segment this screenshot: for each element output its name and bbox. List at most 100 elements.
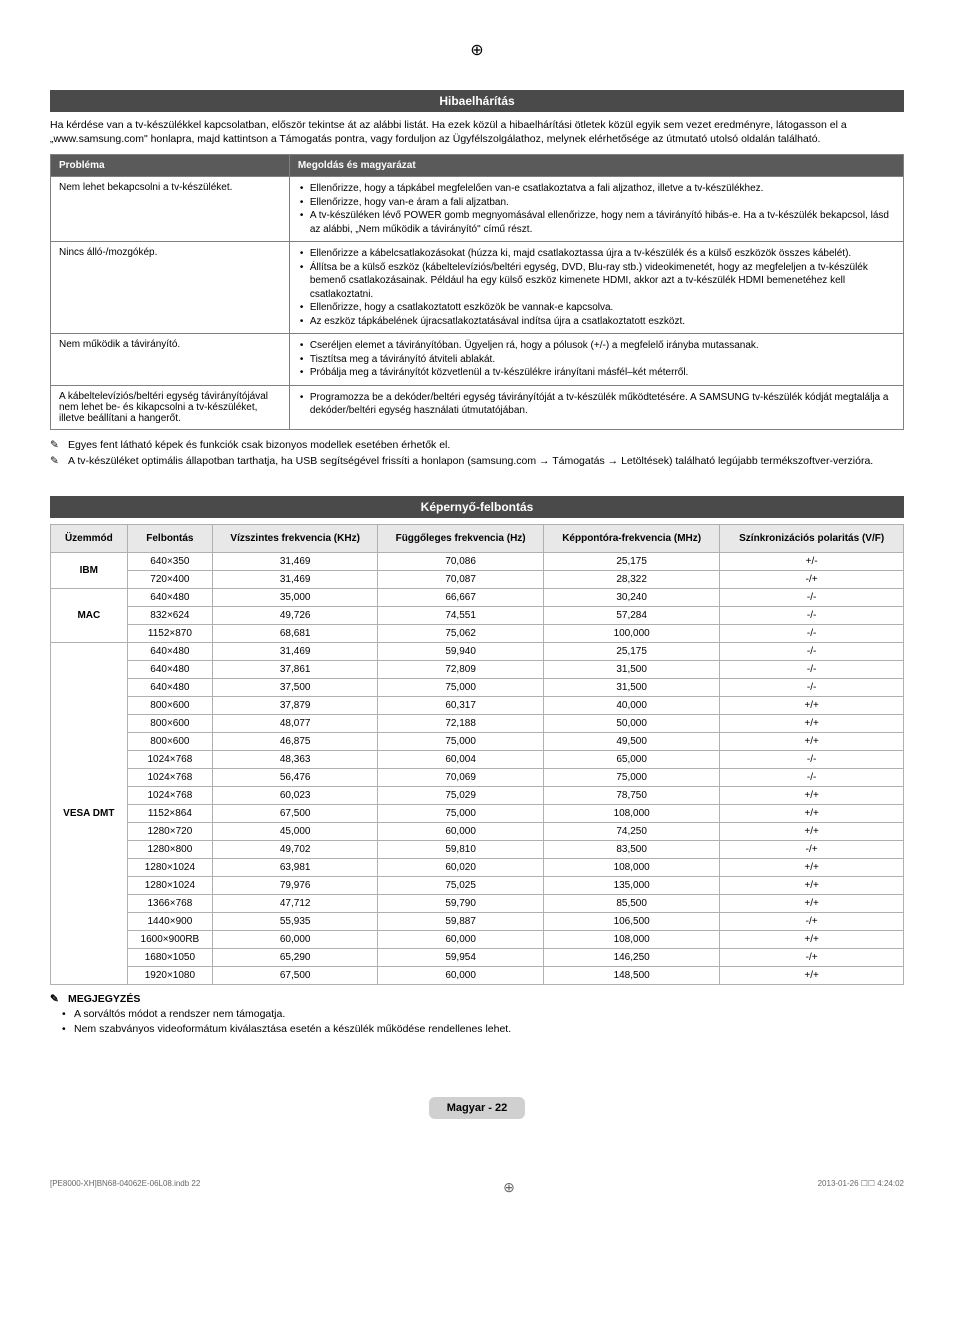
res-cell: -/- [720, 661, 904, 679]
res-cell: 640×350 [127, 553, 212, 571]
res-cell: 65,290 [213, 949, 378, 967]
res-cell: 56,476 [213, 769, 378, 787]
res-row: 1024×76860,02375,02978,750+/+ [51, 787, 904, 805]
res-cell: 72,809 [378, 661, 544, 679]
res-cell: 35,000 [213, 589, 378, 607]
res-cell: 48,363 [213, 751, 378, 769]
res-cell: 50,000 [543, 715, 719, 733]
solution-cell: Ellenőrizze, hogy a tápkábel megfelelően… [289, 177, 903, 242]
res-cell: 800×600 [127, 733, 212, 751]
res-cell: 40,000 [543, 697, 719, 715]
res-cell: 31,469 [213, 571, 378, 589]
note-bullet: Nem szabványos videoformátum kiválasztás… [50, 1022, 904, 1037]
res-cell: 1280×720 [127, 823, 212, 841]
res-row: 832×62449,72674,55157,284-/- [51, 607, 904, 625]
res-cell: +/+ [720, 823, 904, 841]
page-tag: Magyar - 22 [429, 1097, 526, 1119]
res-cell: 1680×1050 [127, 949, 212, 967]
res-cell: 49,702 [213, 841, 378, 859]
res-cell: 30,240 [543, 589, 719, 607]
troubleshoot-header: Hibaelhárítás [50, 90, 904, 112]
res-cell: -/- [720, 625, 904, 643]
solution-cell: Cseréljen elemet a távirányítóban. Ügyel… [289, 334, 903, 386]
res-cell: 800×600 [127, 715, 212, 733]
print-mark-bottom: ⊕ [503, 1179, 515, 1196]
res-cell: 60,000 [378, 823, 544, 841]
res-cell: 60,000 [378, 931, 544, 949]
res-cell: 1152×870 [127, 625, 212, 643]
res-cell: 57,284 [543, 607, 719, 625]
res-cell: -/- [720, 589, 904, 607]
res-cell: 37,879 [213, 697, 378, 715]
res-cell: 1024×768 [127, 751, 212, 769]
res-row: 640×48037,86172,80931,500-/- [51, 661, 904, 679]
res-cell: 640×480 [127, 661, 212, 679]
res-cell: 67,500 [213, 805, 378, 823]
res-cell: -/- [720, 607, 904, 625]
res-cell: 60,000 [378, 967, 544, 985]
res-cell: +/+ [720, 697, 904, 715]
res-cell: 59,790 [378, 895, 544, 913]
res-mode-cell: MAC [51, 589, 128, 643]
solution-item: Ellenőrizze, hogy a csatlakoztatott eszk… [298, 301, 895, 315]
res-col-sync: Színkronizációs polaritás (V/F) [720, 525, 904, 553]
res-col-pixclk: Képpontóra-frekvencia (MHz) [543, 525, 719, 553]
res-cell: 1366×768 [127, 895, 212, 913]
res-cell: 75,000 [543, 769, 719, 787]
res-cell: 68,681 [213, 625, 378, 643]
resolution-table: Üzemmód Felbontás Vízszintes frekvencia … [50, 524, 904, 985]
res-cell: 60,317 [378, 697, 544, 715]
res-cell: 37,861 [213, 661, 378, 679]
res-cell: 75,062 [378, 625, 544, 643]
solution-item: Állítsa be a külső eszköz (kábeltelevízi… [298, 261, 895, 302]
res-cell: 60,023 [213, 787, 378, 805]
res-cell: -/+ [720, 913, 904, 931]
solution-item: Tisztítsa meg a távirányító átviteli abl… [298, 353, 895, 367]
res-col-vfreq: Függőleges frekvencia (Hz) [378, 525, 544, 553]
res-cell: 106,500 [543, 913, 719, 931]
res-cell: 79,976 [213, 877, 378, 895]
res-cell: 45,000 [213, 823, 378, 841]
res-cell: 60,020 [378, 859, 544, 877]
solution-item: Ellenőrizze, hogy a tápkábel megfelelően… [298, 182, 895, 196]
res-cell: 1024×768 [127, 769, 212, 787]
troubleshoot-intro: Ha kérdése van a tv-készülékkel kapcsola… [50, 118, 904, 146]
res-cell: 832×624 [127, 607, 212, 625]
res-cell: 1152×864 [127, 805, 212, 823]
res-cell: -/- [720, 643, 904, 661]
res-row: 1280×102479,97675,025135,000+/+ [51, 877, 904, 895]
res-cell: 63,981 [213, 859, 378, 877]
troubleshoot-col-problem: Probléma [51, 155, 290, 177]
res-cell: 70,087 [378, 571, 544, 589]
res-cell: 70,069 [378, 769, 544, 787]
res-cell: 47,712 [213, 895, 378, 913]
res-cell: 59,810 [378, 841, 544, 859]
res-row: 640×48037,50075,00031,500-/- [51, 679, 904, 697]
res-cell: 108,000 [543, 805, 719, 823]
troubleshoot-col-solution: Megoldás és magyarázat [289, 155, 903, 177]
solution-item: Programozza be a dekóder/beltéri egység … [298, 391, 895, 418]
res-cell: 146,250 [543, 949, 719, 967]
solution-item: Cseréljen elemet a távirányítóban. Ügyel… [298, 339, 895, 353]
res-cell: 65,000 [543, 751, 719, 769]
res-cell: 640×480 [127, 589, 212, 607]
res-cell: +/+ [720, 787, 904, 805]
res-cell: 55,935 [213, 913, 378, 931]
res-cell: 67,500 [213, 967, 378, 985]
res-cell: 108,000 [543, 859, 719, 877]
res-cell: 75,000 [378, 679, 544, 697]
res-row: 1366×76847,71259,79085,500+/+ [51, 895, 904, 913]
solution-item: Ellenőrizze, hogy van-e áram a fali aljz… [298, 196, 895, 210]
resolution-header: Képernyő-felbontás [50, 496, 904, 518]
res-cell: 59,940 [378, 643, 544, 661]
res-cell: 100,000 [543, 625, 719, 643]
doc-info: [PE8000-XH]BN68-04062E-06L08.indb 22 ⊕ 2… [50, 1179, 904, 1196]
res-cell: 135,000 [543, 877, 719, 895]
res-row: 1280×72045,00060,00074,250+/+ [51, 823, 904, 841]
doc-left: [PE8000-XH]BN68-04062E-06L08.indb 22 [50, 1179, 200, 1196]
res-cell: -/- [720, 679, 904, 697]
solution-item: A tv-készüléken lévő POWER gomb megnyomá… [298, 209, 895, 236]
res-cell: 75,025 [378, 877, 544, 895]
res-cell: 60,000 [213, 931, 378, 949]
res-cell: 78,750 [543, 787, 719, 805]
